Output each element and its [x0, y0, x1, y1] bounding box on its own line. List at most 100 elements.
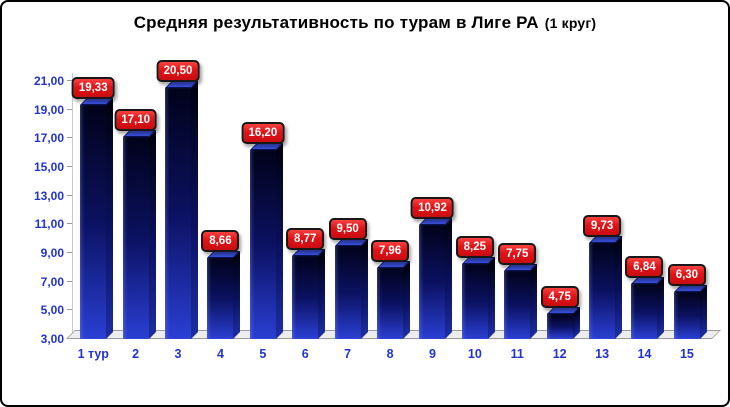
bar-slot: 9,73 [581, 60, 623, 339]
x-tick-label: 12 [552, 347, 567, 361]
bar-side-face [487, 256, 495, 339]
x-tick-label: 13 [595, 347, 610, 361]
plot-area: 21,00 19,00 17,00 15,00 13,00 11,00 9,00 7,00 5,… [34, 60, 721, 361]
y-tick-label: 3,00 [40, 332, 64, 346]
bar [546, 313, 573, 339]
bar-slot: 10,92 [411, 60, 454, 339]
bar-side-face [657, 276, 665, 339]
bar-side-face [191, 81, 199, 339]
bar-slot: 8,25 [454, 60, 496, 339]
bar-slot: 20,50 [156, 60, 200, 339]
bar-slot: 6,84 [623, 60, 665, 339]
y-tick-mark [67, 252, 72, 253]
bar [334, 245, 361, 339]
chart-title-main: Средняя результативность по турам в Лиге… [133, 13, 539, 32]
x-tick-label: 3 [174, 347, 182, 361]
bar-value-label: 8,66 [201, 229, 240, 252]
bar-side-face [233, 250, 241, 339]
bar [207, 257, 234, 339]
bars-container: 19,33 17,10 20,50 8,66 16,20 8,77 9,50 7,96 10,9… [71, 60, 708, 339]
y-tick-mark [67, 137, 72, 139]
bar-side-face [318, 249, 326, 339]
x-tick-label: 9 [428, 347, 436, 361]
bar-value-label: 6,30 [667, 263, 706, 286]
bar-slot: 8,77 [284, 60, 326, 339]
y-tick-mark [67, 338, 72, 339]
bar-side-face [148, 129, 156, 339]
y-tick-mark [67, 80, 72, 81]
bar-side-face [360, 238, 368, 339]
y-tick-mark [67, 280, 72, 282]
x-tick-label: 11 [510, 347, 524, 361]
bar-value-label: 19,33 [71, 76, 115, 99]
y-tick-mark [67, 309, 72, 311]
x-tick-label: 1 тур [77, 347, 109, 361]
y-tick-mark [67, 108, 72, 110]
bar-value-label: 9,73 [583, 214, 622, 237]
bar-slot: 7,96 [369, 60, 411, 339]
bar-slot: 4,75 [538, 60, 580, 339]
bar-value-label: 10,92 [411, 197, 454, 220]
chart-title: Средняя результативность по турам в Лиге… [2, 13, 728, 33]
y-tick-label: 11,00 [34, 217, 64, 232]
bar [419, 225, 446, 339]
y-tick-mark [67, 194, 72, 196]
y-tick-label: 7,00 [40, 274, 64, 289]
bar-slot: 6,30 [666, 60, 708, 339]
x-tick-label: 14 [637, 347, 652, 361]
bar-value-label: 20,50 [156, 60, 200, 83]
bar-value-label: 9,50 [328, 217, 367, 240]
bar-value-label: 4,75 [540, 285, 579, 308]
y-tick-label: 5,00 [40, 303, 64, 318]
bar [249, 149, 276, 339]
bar [461, 263, 488, 339]
bar-value-label: 7,75 [498, 242, 537, 265]
chart-title-suffix: (1 круг) [544, 15, 597, 31]
y-tick-label: 13,00 [33, 188, 64, 203]
bar-slot: 9,50 [326, 60, 368, 339]
y-tick-mark [67, 166, 72, 167]
x-tick-label: 4 [216, 347, 224, 361]
x-tick-label: 15 [679, 347, 694, 361]
bar-slot: 8,66 [199, 60, 241, 339]
bar [589, 242, 616, 339]
bar [377, 267, 404, 339]
y-tick-label: 17,00 [33, 131, 64, 146]
y-axis-line [72, 73, 73, 339]
bar-value-label: 17,10 [114, 108, 157, 131]
bar-value-label: 16,20 [241, 121, 285, 144]
bar [673, 291, 700, 339]
bar-value-label: 8,25 [455, 235, 494, 258]
bar-side-face [275, 142, 283, 339]
bar [122, 136, 149, 339]
bar [292, 256, 319, 339]
x-tick-label: 7 [344, 347, 352, 361]
bar-slot: 19,33 [71, 60, 115, 339]
bar-side-face [615, 235, 623, 339]
x-tick-label: 6 [301, 347, 309, 361]
bar-value-label: 8,77 [286, 228, 325, 251]
x-tick-label: 5 [259, 347, 267, 361]
bar-slot: 16,20 [241, 60, 285, 339]
y-tick-mark [67, 223, 72, 225]
x-tick-label: 2 [132, 347, 140, 361]
bar-side-face [403, 260, 411, 339]
bar-side-face [106, 97, 114, 339]
y-tick-label: 21,00 [33, 74, 64, 88]
bar [631, 283, 658, 339]
y-tick-label: 15,00 [33, 160, 64, 174]
bar [504, 270, 531, 339]
bar-side-face [530, 263, 538, 339]
x-tick-label: 10 [467, 347, 482, 361]
bar-value-label: 7,96 [371, 239, 410, 262]
x-tick-label: 8 [386, 347, 394, 361]
bar [80, 104, 107, 339]
y-tick-label: 19,00 [33, 102, 64, 117]
x-axis: 1 тур 2 3 4 5 6 7 8 9 10 11 12 13 14 15 [72, 347, 708, 361]
y-tick-label: 9,00 [40, 246, 64, 260]
bar-side-face [699, 284, 707, 339]
bar-slot: 17,10 [114, 60, 157, 339]
bar-slot: 7,75 [496, 60, 538, 339]
bar-value-label: 6,84 [625, 255, 664, 278]
